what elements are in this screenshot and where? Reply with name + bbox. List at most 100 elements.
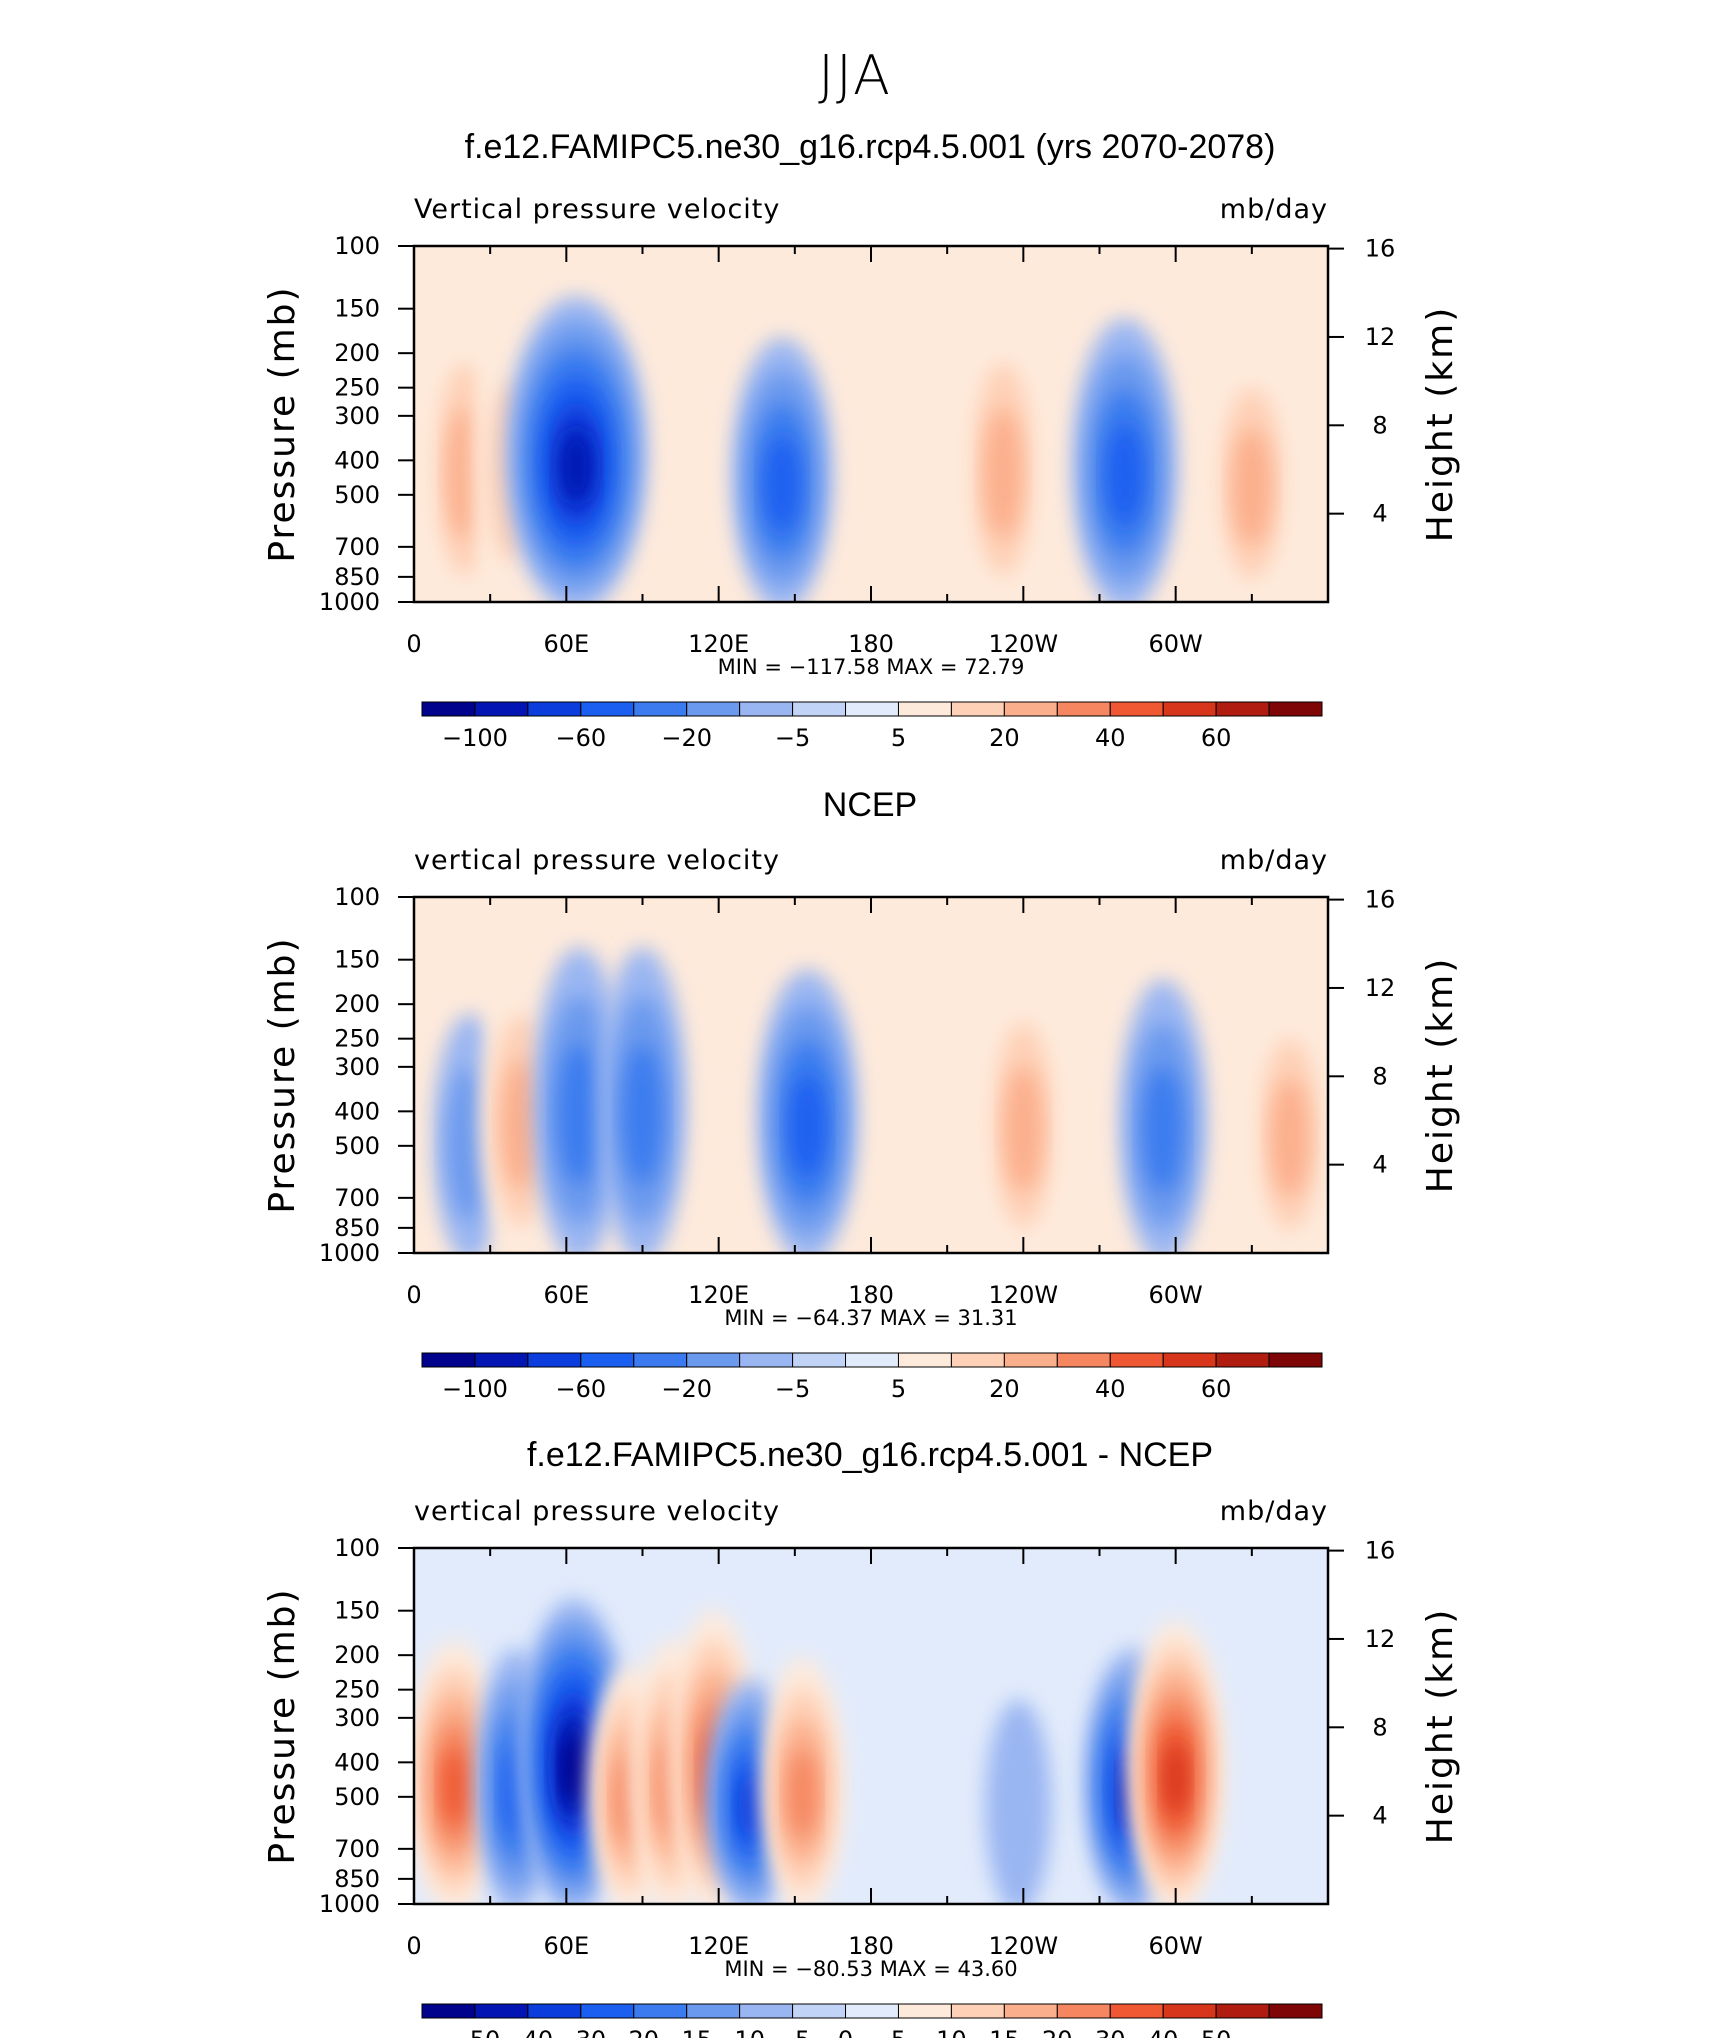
feature-6-level-4 xyxy=(1106,423,1144,526)
y-tick-label: 300 xyxy=(334,1704,380,1732)
x-tick-label: 180 xyxy=(848,1281,894,1309)
x-tick-label: 120W xyxy=(989,1281,1059,1309)
colorbar-label: 40 xyxy=(1095,1375,1126,1403)
colorbar-swatch xyxy=(1003,701,1058,717)
x-tick-label: 120E xyxy=(688,1281,749,1309)
colorbar-swatch xyxy=(950,2003,1005,2019)
min-max-label: MIN = −80.53 MAX = 43.60 xyxy=(724,1957,1017,1981)
colorbar-swatch xyxy=(421,1352,476,1368)
y2-axis-title: Height (km) xyxy=(1420,1608,1461,1844)
colorbar-label: 15 xyxy=(989,2026,1020,2038)
colorbar-swatch xyxy=(1268,2003,1323,2019)
colorbar-label: 5 xyxy=(891,1375,906,1403)
colorbar-swatch xyxy=(845,701,899,717)
colorbar-swatch xyxy=(1056,1352,1111,1368)
y-tick-label: 400 xyxy=(334,1097,380,1125)
feature-8-level-3 xyxy=(1271,1078,1309,1197)
colorbar-label: 30 xyxy=(1095,2026,1126,2038)
units-label: mb/day xyxy=(1220,194,1328,225)
feature-7-level-3 xyxy=(1232,427,1271,546)
y-tick-label: 700 xyxy=(334,1184,380,1212)
colorbar-swatch xyxy=(950,701,1005,717)
feature-1-level-3 xyxy=(447,408,483,539)
y2-tick-label: 16 xyxy=(1365,1537,1396,1565)
y2-tick-label: 16 xyxy=(1365,886,1396,914)
colorbar-swatch xyxy=(1162,701,1217,717)
colorbar-label: −5 xyxy=(775,1375,810,1403)
colorbar-swatch xyxy=(897,2003,952,2019)
colorbar-swatch xyxy=(527,1352,582,1368)
colorbar-swatch xyxy=(792,2003,847,2019)
y2-tick-label: 4 xyxy=(1372,500,1387,528)
colorbar-label: −20 xyxy=(661,1375,712,1403)
y-tick-label: 150 xyxy=(334,295,380,323)
x-tick-label: 120W xyxy=(989,630,1059,658)
y-tick-label: 400 xyxy=(334,446,380,474)
x-tick-label: 60E xyxy=(543,630,589,658)
units-label: mb/day xyxy=(1220,845,1328,876)
colorbar-swatch xyxy=(421,2003,476,2019)
colorbar-label: −60 xyxy=(555,1375,606,1403)
colorbar-swatch xyxy=(1162,1352,1217,1368)
min-max-label: MIN = −117.58 MAX = 72.79 xyxy=(718,655,1025,679)
x-tick-label: 180 xyxy=(848,630,894,658)
field-3 xyxy=(414,1548,1328,1904)
min-max-label: MIN = −64.37 MAX = 31.31 xyxy=(724,1306,1017,1330)
x-tick-label: 60W xyxy=(1149,1932,1203,1960)
x-tick-label: 120W xyxy=(989,1932,1059,1960)
colorbar-label: 60 xyxy=(1201,1375,1232,1403)
panel-2-title: NCEP xyxy=(822,786,918,824)
field-label: vertical pressure velocity xyxy=(414,1496,780,1527)
feature-9-level-1 xyxy=(985,1699,1052,1904)
y-tick-label: 500 xyxy=(334,1132,380,1160)
feature-6-level-3 xyxy=(1005,1066,1042,1193)
y2-tick-label: 12 xyxy=(1365,974,1396,1002)
x-tick-label: 180 xyxy=(848,1932,894,1960)
colorbar-swatch xyxy=(421,701,476,717)
colorbar-label: 20 xyxy=(1042,2026,1073,2038)
colorbar-swatch xyxy=(1056,2003,1111,2019)
feature-3-level-7 xyxy=(562,1735,586,1802)
colorbar-swatch xyxy=(686,2003,741,2019)
panel-3-title: f.e12.FAMIPC5.ne30_g16.rcp4.5.001 - NCEP xyxy=(526,1436,1214,1474)
colorbar-swatch xyxy=(686,701,741,717)
colorbar-label: 40 xyxy=(1148,2026,1179,2038)
colorbar-label: −5 xyxy=(775,2026,810,2038)
y-tick-label: 700 xyxy=(334,1835,380,1863)
colorbar-label: 0 xyxy=(838,2026,853,2038)
y2-tick-label: 8 xyxy=(1372,1713,1387,1741)
feature-2-level-3 xyxy=(502,1059,539,1190)
field-label: Vertical pressure velocity xyxy=(414,194,780,225)
colorbar-label: −20 xyxy=(608,2026,659,2038)
colorbar-swatch xyxy=(580,1352,635,1368)
feature-4-level-4 xyxy=(764,436,800,532)
y-tick-label: 100 xyxy=(334,883,380,911)
colorbar-swatch xyxy=(633,1352,688,1368)
y-tick-label: 150 xyxy=(334,946,380,974)
x-tick-label: 60E xyxy=(543,1932,589,1960)
colorbar-swatch xyxy=(845,2003,899,2019)
colorbar-label: −30 xyxy=(555,2026,606,2038)
y-tick-label: 300 xyxy=(334,1053,380,1081)
y2-tick-label: 16 xyxy=(1365,235,1396,263)
y-tick-label: 400 xyxy=(334,1748,380,1776)
colorbar: −100 −60 −20 −5 5 20 40 60 xyxy=(421,1352,1323,1403)
colorbar-label: 60 xyxy=(1201,724,1232,752)
y-tick-label: 500 xyxy=(334,1783,380,1811)
colorbar-swatch xyxy=(1215,701,1270,717)
x-tick-label: 60E xyxy=(543,1281,589,1309)
y-axis-title: Pressure (mb) xyxy=(262,1587,303,1864)
units-label: mb/day xyxy=(1220,1496,1328,1527)
colorbar-swatch xyxy=(580,701,635,717)
feature-3-level-3 xyxy=(558,1043,600,1185)
colorbar-swatch xyxy=(792,1352,847,1368)
colorbar-swatch xyxy=(474,1352,529,1368)
y2-tick-label: 4 xyxy=(1372,1151,1387,1179)
colorbar-label: −50 xyxy=(450,2026,501,2038)
feature-4-level-3 xyxy=(623,1043,662,1185)
colorbar-label: 20 xyxy=(989,724,1020,752)
y-tick-label: 850 xyxy=(334,1214,380,1242)
y-tick-label: 850 xyxy=(334,563,380,591)
colorbar: −50−40−30−20−15−10−505101520304050 xyxy=(421,2003,1323,2038)
